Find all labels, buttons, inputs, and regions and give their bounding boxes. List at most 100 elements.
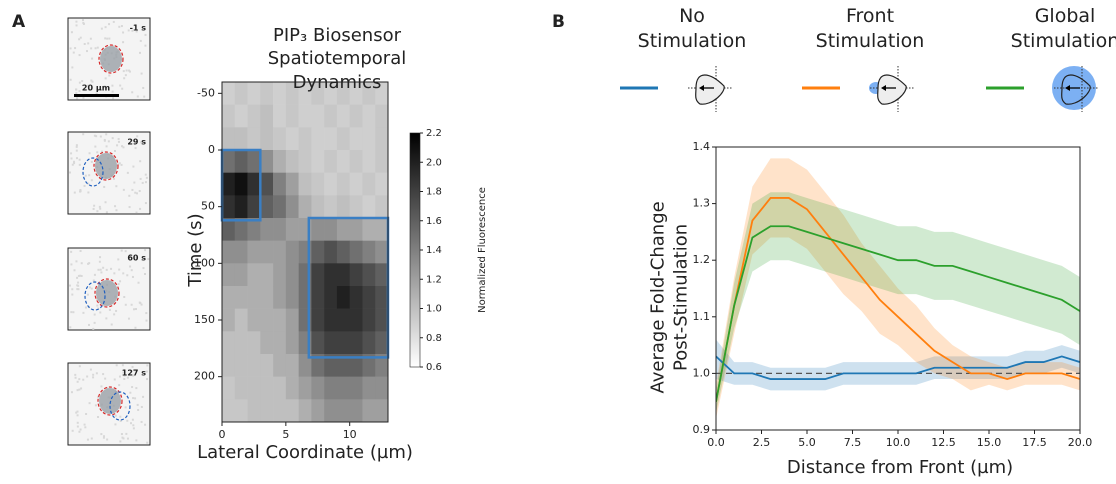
cell-icon: [1061, 74, 1091, 105]
heat-cell: [362, 218, 376, 241]
noise: [129, 422, 132, 425]
heat-cell: [273, 150, 287, 173]
heat-cell: [336, 263, 350, 287]
noise: [128, 206, 131, 209]
heat-cell: [273, 172, 287, 196]
heat-cell: [222, 195, 236, 219]
noise: [78, 163, 81, 166]
heat-cell: [311, 150, 325, 173]
heat-cell: [324, 172, 338, 196]
heat-cell: [324, 399, 338, 423]
heat-cell: [336, 195, 350, 219]
noise: [144, 249, 147, 252]
cell: [100, 46, 122, 72]
noise: [144, 44, 147, 47]
noise: [76, 97, 79, 100]
noise: [82, 311, 85, 314]
noise: [70, 263, 73, 266]
noise: [105, 211, 108, 214]
noise: [135, 30, 138, 33]
noise: [75, 145, 78, 148]
noise: [145, 319, 148, 322]
heat-cell: [285, 240, 299, 264]
noise: [107, 140, 110, 143]
time-label: -1 s: [130, 24, 147, 33]
scale-bar: [74, 94, 119, 97]
noise: [84, 306, 87, 309]
heat-cell: [285, 308, 299, 332]
noise: [93, 204, 96, 207]
noise: [76, 276, 79, 279]
noise: [91, 57, 94, 60]
heat-cell: [362, 150, 376, 173]
noise: [96, 46, 99, 49]
heat-cell: [247, 376, 261, 400]
noise: [95, 92, 98, 95]
heat-cell: [362, 127, 376, 151]
noise: [82, 19, 85, 22]
x-tick-label: 17.5: [1022, 436, 1047, 449]
noise: [136, 95, 139, 98]
noise: [80, 274, 83, 277]
noise: [132, 165, 135, 168]
noise: [121, 436, 124, 439]
heat-cell: [298, 150, 312, 173]
heat-cell: [375, 354, 389, 377]
panel-label: A: [12, 12, 26, 32]
noise: [75, 24, 78, 27]
noise: [122, 70, 125, 73]
noise: [69, 284, 72, 287]
heat-cell: [222, 354, 236, 377]
noise: [147, 258, 150, 261]
heat-cell: [349, 308, 363, 332]
noise: [144, 202, 147, 205]
noise: [137, 408, 140, 411]
noise: [92, 207, 95, 210]
noise: [119, 419, 122, 422]
noise: [79, 274, 82, 277]
noise: [69, 171, 72, 174]
heat-cell: [234, 150, 248, 173]
noise: [132, 427, 135, 430]
noise: [114, 423, 117, 426]
noise: [118, 268, 121, 271]
cbar-label: Normalized Fluorescence: [477, 187, 488, 313]
noise: [99, 256, 102, 259]
x-tick-label: 12.5: [931, 436, 956, 449]
panel-label: B: [552, 12, 565, 32]
heat-cell: [375, 104, 389, 128]
heat-cell: [285, 376, 299, 400]
heat-cell: [273, 399, 287, 423]
heat-cell: [336, 354, 350, 377]
noise: [144, 423, 147, 426]
noise: [118, 162, 121, 165]
noise: [118, 384, 121, 387]
heat-cell: [336, 127, 350, 151]
heat-cell: [298, 195, 312, 219]
noise: [87, 88, 90, 91]
heat-cell: [375, 308, 389, 332]
heat-cell: [273, 376, 287, 400]
heat-cell: [285, 331, 299, 355]
heat-cell: [375, 286, 389, 309]
noise: [79, 36, 82, 39]
noise: [70, 152, 73, 155]
heat-cell: [324, 263, 338, 287]
noise: [113, 378, 116, 381]
noise: [115, 309, 118, 312]
x-axis-label: Lateral Coordinate (µm): [197, 442, 413, 463]
noise: [97, 307, 100, 310]
noise: [145, 176, 148, 179]
heat-cell: [285, 172, 299, 196]
noise: [103, 139, 106, 142]
time-label: 29 s: [127, 138, 146, 147]
noise: [114, 205, 117, 208]
noise: [83, 184, 86, 187]
noise: [76, 421, 79, 424]
heat-cell: [298, 376, 312, 400]
heat-cell: [273, 195, 287, 219]
noise: [123, 374, 126, 377]
heat-cell: [349, 150, 363, 173]
noise: [79, 250, 82, 253]
noise: [112, 20, 115, 23]
